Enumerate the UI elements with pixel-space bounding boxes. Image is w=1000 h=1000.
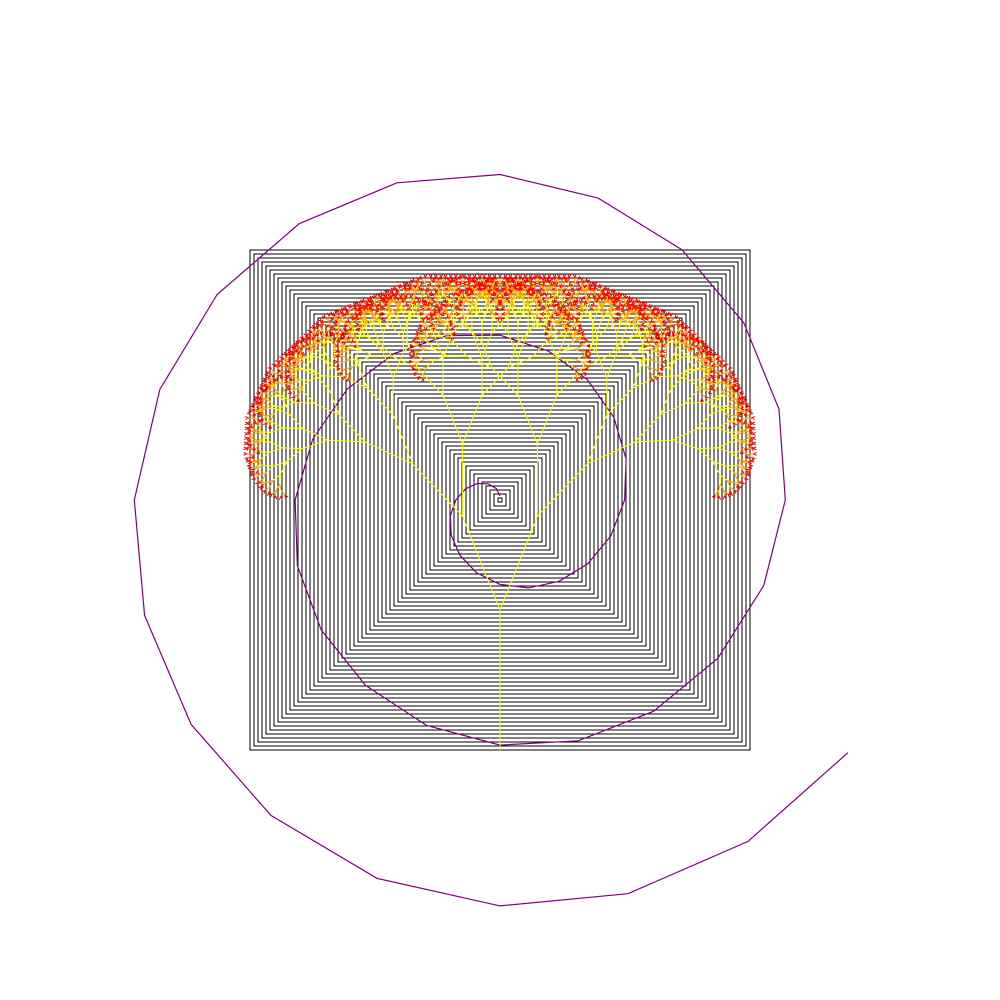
square-spiral-path [249,249,751,751]
fractal-tree-branches-2 [243,274,757,501]
polygon-spiral [133,173,849,907]
fractal-tree [243,274,757,750]
fractal-tree-branches-1 [246,277,754,497]
square-spiral [249,249,751,751]
polygon-spiral-line [133,173,849,907]
fractal-tree-branches-0 [259,289,741,750]
